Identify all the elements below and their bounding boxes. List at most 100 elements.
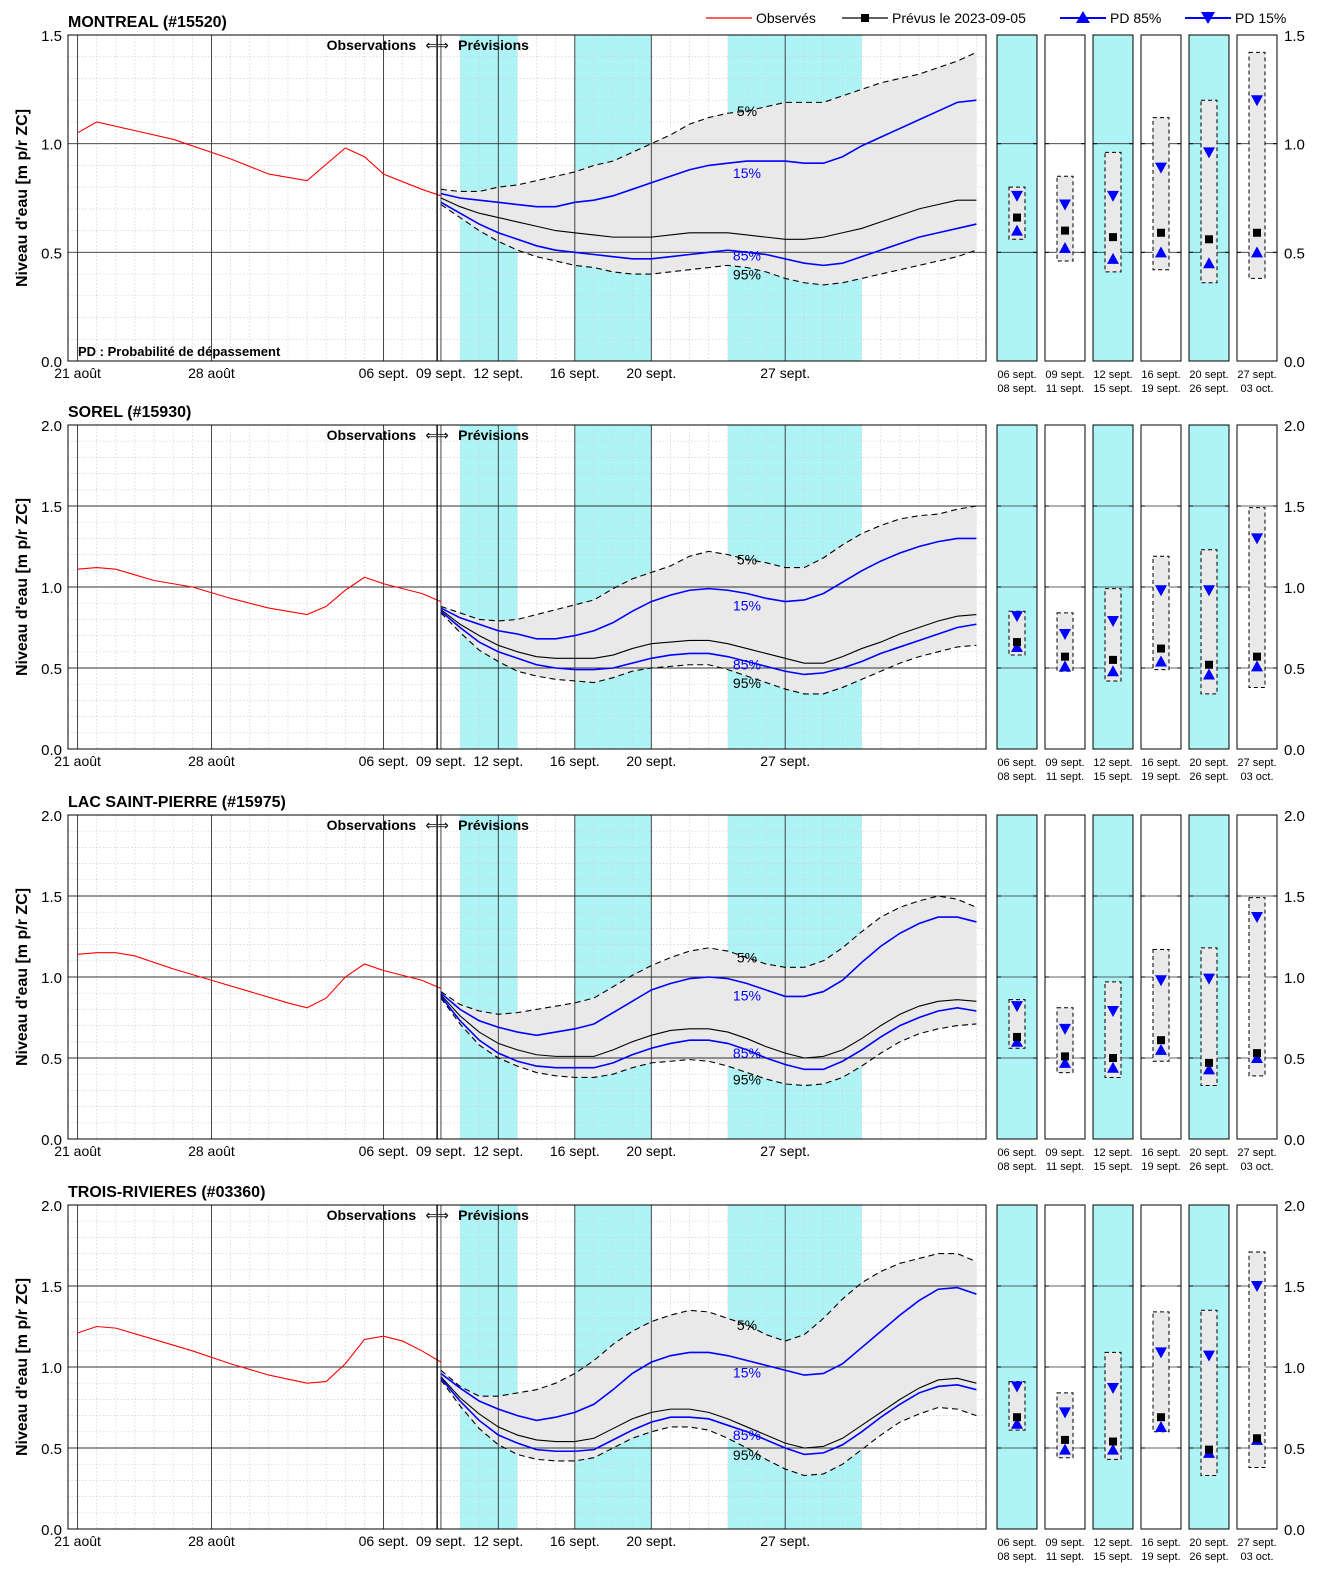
period-range-box <box>1248 1251 1266 1468</box>
y-tick-label: 1.5 <box>41 28 62 45</box>
period-pd85-marker <box>1203 1063 1215 1075</box>
legend-observed-label: Observés <box>756 10 816 26</box>
period-pd15-marker <box>1203 1350 1215 1362</box>
x-tick-label: 20 sept. <box>626 753 676 769</box>
period-start-label: 12 sept. <box>1093 1147 1132 1159</box>
period-pd85-marker <box>1155 655 1167 667</box>
series-pd85 <box>440 610 977 676</box>
y-tick-label: 1.0 <box>41 580 62 597</box>
y-tick-label: 2.0 <box>41 1198 62 1215</box>
plot-frame <box>67 814 987 1140</box>
period-frame <box>1236 424 1278 750</box>
period-end-label: 08 sept. <box>997 383 1036 395</box>
period-frame <box>1188 34 1230 362</box>
label-p95: 95% <box>733 1447 761 1463</box>
y-tick-label-right: 2.0 <box>1284 808 1305 825</box>
label-p85: 85% <box>733 1427 761 1443</box>
period-median-marker <box>1157 1413 1165 1422</box>
y-tick-label: 0.0 <box>41 742 62 759</box>
period-end-label: 15 sept. <box>1093 383 1132 395</box>
period-pd85-marker <box>1107 252 1119 264</box>
period-pd15-marker <box>1203 585 1215 597</box>
series-median <box>440 609 977 664</box>
series-observed <box>77 121 442 197</box>
series-p95 <box>440 204 977 286</box>
plot-frame <box>67 424 987 750</box>
period-median-marker <box>1253 652 1261 661</box>
period-frame <box>1236 814 1278 1140</box>
period-pd15-marker <box>1059 1407 1071 1419</box>
period-end-label: 26 sept. <box>1189 383 1228 395</box>
series-p95 <box>440 1379 977 1477</box>
y-axis-label: Niveau d'eau [m p/r ZC] <box>14 109 31 287</box>
period-pd85-marker <box>1155 1420 1167 1432</box>
series-p5 <box>440 51 977 193</box>
y-axis-label: Niveau d'eau [m p/r ZC] <box>14 498 31 676</box>
period-start-label: 16 sept. <box>1141 1537 1180 1549</box>
period-end-label: 26 sept. <box>1189 1551 1228 1563</box>
label-p5: 5% <box>737 950 757 966</box>
y-tick-label-right: 0.0 <box>1284 1522 1305 1539</box>
period-range-box <box>1248 507 1266 688</box>
observations-label: Observations <box>327 37 417 53</box>
series-observed <box>77 567 442 616</box>
period-pd15-marker <box>1059 199 1071 211</box>
period-start-label: 20 sept. <box>1189 1147 1228 1159</box>
x-tick-label: 16 sept. <box>550 753 600 769</box>
period-frame <box>1140 1204 1182 1530</box>
panel-title: TROIS-RIVIERES (#03360) <box>68 1184 265 1201</box>
x-tick-label: 09 sept. <box>416 1533 466 1549</box>
period-end-label: 08 sept. <box>997 1161 1036 1173</box>
legend-pd15-label: PD 15% <box>1235 10 1286 26</box>
y-tick-label-right: 1.0 <box>1284 580 1305 597</box>
y-tick-label-right: 1.0 <box>1284 970 1305 987</box>
y-tick-label-right: 0.0 <box>1284 742 1305 759</box>
period-start-label: 09 sept. <box>1045 1537 1084 1549</box>
legend-pd15-marker <box>1201 12 1215 24</box>
series-pd15 <box>440 99 977 208</box>
y-tick-label-right: 1.5 <box>1284 1279 1305 1296</box>
period-end-label: 15 sept. <box>1093 1551 1132 1563</box>
series-p5 <box>440 895 977 1015</box>
period-end-label: 15 sept. <box>1093 1161 1132 1173</box>
period-end-label: 03 oct. <box>1240 1551 1273 1563</box>
period-pd85-marker <box>1251 1052 1263 1063</box>
y-tick-label-right: 1.0 <box>1284 1360 1305 1377</box>
period-start-label: 27 sept. <box>1237 1147 1276 1159</box>
y-tick-label-right: 1.0 <box>1284 137 1305 154</box>
period-end-label: 11 sept. <box>1046 771 1084 783</box>
x-tick-label: 27 sept. <box>760 1143 810 1159</box>
series-p95 <box>440 997 977 1087</box>
y-tick-label: 2.0 <box>41 418 62 435</box>
x-tick-label: 06 sept. <box>359 753 409 769</box>
previsions-label: Prévisions <box>458 817 529 833</box>
label-p5: 5% <box>737 1317 757 1333</box>
label-p85: 85% <box>733 657 761 673</box>
label-p15: 15% <box>733 597 761 613</box>
period-start-label: 09 sept. <box>1045 757 1084 769</box>
period-end-label: 03 oct. <box>1240 771 1273 783</box>
x-tick-label: 21 août <box>54 753 101 769</box>
period-frame <box>996 1204 1038 1530</box>
x-tick-label: 21 août <box>54 1533 101 1549</box>
period-pd85-marker <box>1059 660 1071 672</box>
x-tick-label: 06 sept. <box>359 1143 409 1159</box>
period-start-label: 16 sept. <box>1141 757 1180 769</box>
period-range-box <box>1200 99 1218 284</box>
x-tick-label: 28 août <box>188 1533 235 1549</box>
period-pd15-marker <box>1203 147 1215 159</box>
y-tick-label: 1.0 <box>41 137 62 154</box>
y-tick-label: 2.0 <box>41 808 62 825</box>
x-tick-label: 06 sept. <box>359 1533 409 1549</box>
label-p15: 15% <box>733 1365 761 1381</box>
legend-forecast-label: Prévus le 2023-09-05 <box>892 10 1026 26</box>
pd-definition: PD : Probabilité de dépassement <box>78 344 281 359</box>
x-tick-label: 20 sept. <box>626 365 676 381</box>
period-start-label: 20 sept. <box>1189 757 1228 769</box>
period-frame <box>996 424 1038 750</box>
x-tick-label: 28 août <box>188 1143 235 1159</box>
period-pd15-marker <box>1155 162 1167 174</box>
period-pd85-marker <box>1107 1061 1119 1073</box>
obs-forecast-arrow: ⇐⇒ <box>425 427 449 443</box>
